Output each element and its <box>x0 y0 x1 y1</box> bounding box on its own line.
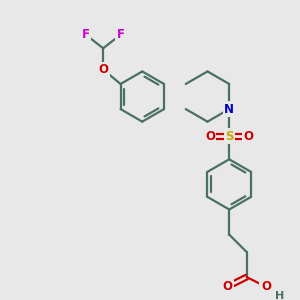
Text: O: O <box>261 280 271 293</box>
Text: O: O <box>205 130 215 142</box>
Text: S: S <box>225 130 233 142</box>
Text: F: F <box>116 28 124 41</box>
Text: O: O <box>244 130 254 142</box>
Text: O: O <box>98 63 108 76</box>
Text: O: O <box>222 280 232 293</box>
Text: H: H <box>275 291 284 300</box>
Text: F: F <box>82 28 90 41</box>
Text: N: N <box>224 103 234 116</box>
